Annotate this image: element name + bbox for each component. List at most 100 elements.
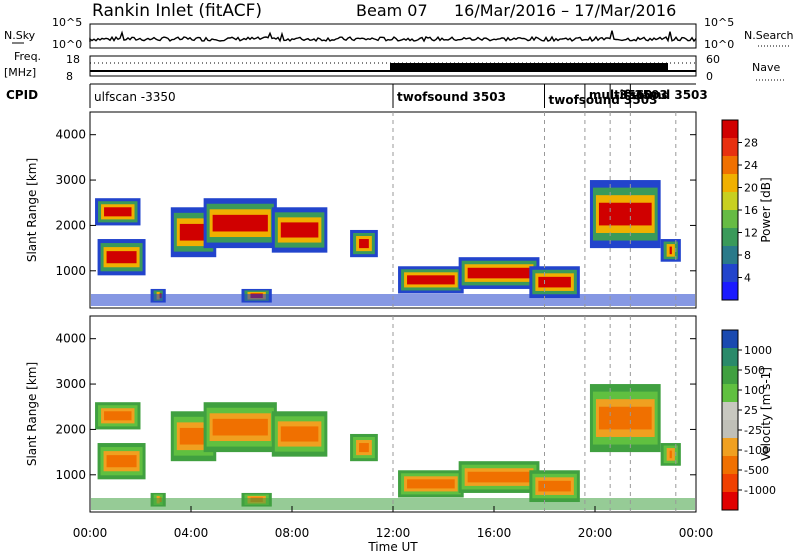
- velocity-colorbar: 1000 500 100 25 -25 -100 -500 -1000: [721, 329, 776, 511]
- freq-tick-top: 18: [66, 53, 80, 66]
- x-tick-label: 00:00: [679, 526, 714, 540]
- colorbar-tick-label: -500: [744, 464, 769, 477]
- heatmap-cell: [179, 223, 208, 241]
- colorbar-swatch: [722, 456, 738, 475]
- heatmap-cell: [359, 239, 369, 249]
- power-y-axis: 1000 2000 3000 4000: [55, 128, 696, 278]
- colorbar-swatch: [722, 366, 738, 385]
- colorbar-swatch: [722, 402, 738, 421]
- colorbar-swatch: [722, 246, 738, 265]
- heatmap-cell: [407, 275, 455, 285]
- colorbar-swatch: [722, 282, 738, 301]
- beam-label: Beam 07: [356, 1, 428, 20]
- colorbar-tick-label: 500: [744, 364, 765, 377]
- colorbar-swatch: [722, 330, 738, 349]
- colorbar-swatch: [722, 348, 738, 367]
- heatmap-cell: [280, 222, 319, 238]
- y-tick-label: 1000: [55, 468, 86, 482]
- colorbar-tick-label: 12: [744, 227, 758, 240]
- y-tick-label: 1000: [55, 264, 86, 278]
- colorbar-swatch: [722, 174, 738, 193]
- x-axis-label: Time UT: [367, 540, 418, 554]
- colorbar-swatch: [722, 492, 738, 511]
- heatmap-cell: [106, 455, 137, 468]
- colorbar-tick-label: 4: [744, 272, 751, 285]
- colorbar-tick-label: 24: [744, 159, 758, 172]
- cpid-segment-label: ulfscan -3350: [94, 90, 176, 104]
- heatmap-cell: [106, 251, 137, 264]
- heatmap-cell: [538, 276, 571, 288]
- heatmap-cell: [598, 406, 652, 430]
- y-tick-label: 4000: [55, 332, 86, 346]
- heatmap-cell: [359, 443, 369, 453]
- x-tick-label: 20:00: [578, 526, 613, 540]
- x-tick-label: 08:00: [275, 526, 310, 540]
- nave-tick-top: 60: [706, 53, 720, 66]
- colorbar-tick-label: 25: [744, 404, 758, 417]
- colorbar-tick-label: -1000: [744, 484, 776, 497]
- freq-unit: [MHz]: [4, 66, 36, 79]
- colorbar-swatch: [722, 120, 738, 139]
- power-colorbar-label: Power [dB]: [759, 177, 773, 242]
- noise-sky-line: [89, 30, 697, 43]
- heatmap-cell: [467, 471, 531, 483]
- y-tick-label: 3000: [55, 377, 86, 391]
- velocity-ylabel: Slant Range [km]: [25, 362, 39, 466]
- colorbar-tick-label: -100: [744, 444, 769, 457]
- heatmap-cell: [280, 426, 319, 442]
- x-tick-label: 12:00: [376, 526, 411, 540]
- y-tick-label: 4000: [55, 128, 86, 142]
- velocity-colorbar-label: Velocity [m s-1]: [759, 367, 773, 461]
- heatmap-cell: [104, 411, 132, 421]
- velocity-y-axis: 1000 2000 3000 4000: [55, 332, 696, 482]
- station-title: Rankin Inlet (fitACF): [92, 1, 262, 21]
- noise-tick-bottom-left: 10^0: [52, 38, 82, 51]
- freq-tick-bottom: 8: [66, 70, 73, 83]
- cpid-bar: ulfscan -3350 twofsound 3503 twofsound 350…: [89, 83, 708, 108]
- power-ylabel: Slant Range [km]: [25, 158, 39, 262]
- colorbar-tick-label: 20: [744, 182, 758, 195]
- colorbar-tick-label: 8: [744, 249, 751, 262]
- x-tick-label: 00:00: [73, 526, 108, 540]
- power-heatmap: [91, 112, 695, 308]
- colorbar-frame: [721, 329, 739, 511]
- x-tick-label: 04:00: [174, 526, 209, 540]
- colorbar-swatch: [722, 228, 738, 247]
- power-colorbar: 28 24 20 16 12 8 4: [721, 119, 758, 301]
- heatmap-cell: [598, 202, 652, 226]
- heatmap-cell: [179, 427, 208, 445]
- freq-panel-frame: [89, 55, 697, 77]
- colorbar-swatch: [722, 384, 738, 403]
- heatmap-cell: [212, 418, 268, 436]
- heatmap-cell: [104, 207, 132, 217]
- heatmap-cell: [467, 267, 531, 279]
- cpid-segment-label: multifsound 3503: [589, 88, 708, 102]
- nsky-label: N.Sky: [4, 29, 36, 42]
- colorbar-swatch: [722, 210, 738, 229]
- heatmap-cell: [669, 450, 672, 459]
- nave-block: [390, 63, 668, 70]
- noise-tick-top-right: 10^5: [704, 16, 734, 29]
- colorbar-swatch: [722, 138, 738, 157]
- cpid-label: CPID: [6, 88, 38, 102]
- nsearch-label: N.Search: [744, 29, 794, 42]
- colorbar-tick-label: 16: [744, 204, 758, 217]
- colorbar-tick-label: 1000: [744, 344, 772, 357]
- date-range: 16/Mar/2016 – 17/Mar/2016: [454, 1, 676, 20]
- y-tick-label: 2000: [55, 218, 86, 232]
- colorbar-tick-label: 28: [744, 137, 758, 150]
- heatmap-cell: [212, 214, 268, 232]
- colorbar-swatch: [722, 264, 738, 283]
- x-tick-label: 16:00: [477, 526, 512, 540]
- colorbar-swatch: [722, 420, 738, 439]
- noise-tick-top-left: 10^5: [52, 16, 82, 29]
- heatmap-cell: [538, 480, 571, 492]
- heatmap-cell: [669, 246, 672, 255]
- y-tick-label: 2000: [55, 422, 86, 436]
- colorbar-tick-label: 100: [744, 384, 765, 397]
- freq-label: Freq.: [14, 50, 41, 63]
- heatmap-cell: [407, 479, 455, 489]
- noise-tick-bottom-right: 10^0: [704, 38, 734, 51]
- colorbar-swatch: [722, 438, 738, 457]
